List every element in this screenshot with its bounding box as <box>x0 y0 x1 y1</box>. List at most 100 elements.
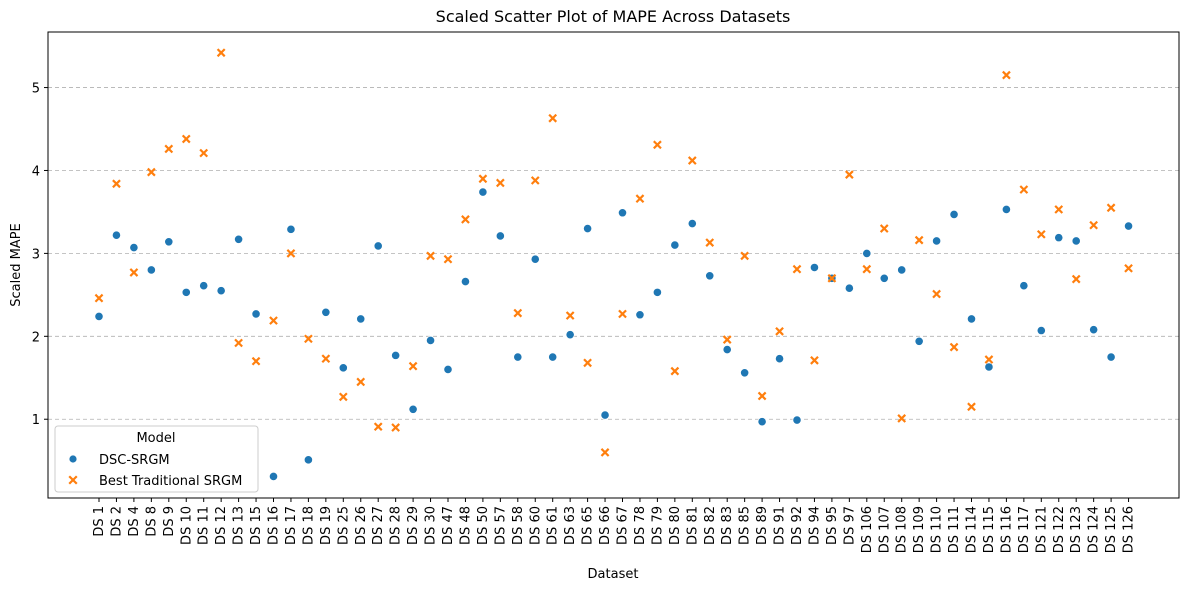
point-dsc-srgm <box>792 415 802 425</box>
point-best-traditional-srgm <box>1036 229 1046 239</box>
point-best-traditional-srgm <box>530 176 540 185</box>
point-dsc-srgm <box>251 309 261 319</box>
x-tick-label: DS 50 <box>476 506 491 545</box>
x-tick-label: DS 123 <box>1069 506 1084 553</box>
point-best-traditional-srgm <box>356 377 366 387</box>
point-dsc-srgm <box>652 287 663 297</box>
x-tick-label: DS 10 <box>179 506 194 545</box>
legend-title: Model <box>136 431 175 446</box>
point-dsc-srgm <box>286 224 296 234</box>
point-best-traditional-srgm <box>461 215 470 224</box>
point-best-traditional-srgm <box>321 354 331 364</box>
point-dsc-srgm <box>216 286 226 296</box>
point-dsc-srgm <box>582 223 593 234</box>
x-tick-label: DS 25 <box>336 506 351 545</box>
point-best-traditional-srgm <box>181 134 191 144</box>
point-best-traditional-srgm <box>722 335 732 344</box>
point-best-traditional-srgm <box>112 179 121 189</box>
point-best-traditional-srgm <box>391 423 401 432</box>
x-tick-label: DS 66 <box>598 506 613 545</box>
x-tick-label: DS 122 <box>1052 506 1067 553</box>
point-best-traditional-srgm <box>862 264 872 274</box>
y-tick-label: 3 <box>32 247 40 262</box>
point-dsc-srgm <box>809 262 820 273</box>
point-dsc-srgm <box>94 311 104 322</box>
point-dsc-srgm <box>914 336 924 346</box>
x-tick-label: DS 89 <box>755 506 770 545</box>
x-tick-label: DS 109 <box>912 506 927 553</box>
point-best-traditional-srgm <box>565 311 575 320</box>
x-tick-label: DS 8 <box>144 506 159 537</box>
x-tick-label: DS 4 <box>127 506 142 537</box>
point-best-traditional-srgm <box>792 264 802 274</box>
point-best-traditional-srgm <box>844 170 854 179</box>
y-tick-label: 2 <box>32 330 40 345</box>
legend-marker-best-traditional-srgm <box>68 475 78 485</box>
x-tick-label: DS 79 <box>650 506 665 545</box>
legend: Model DSC-SRGM Best Traditional SRGM <box>54 425 259 493</box>
point-best-traditional-srgm <box>269 316 278 325</box>
point-dsc-srgm <box>844 283 854 293</box>
point-best-traditional-srgm <box>1002 70 1011 80</box>
point-best-traditional-srgm <box>757 391 767 401</box>
x-tick-label: DS 126 <box>1122 506 1137 553</box>
x-tick-label: DS 83 <box>720 506 735 545</box>
point-dsc-srgm <box>129 242 139 253</box>
point-dsc-srgm <box>879 273 889 283</box>
x-tick-label: DS 80 <box>668 506 683 545</box>
x-tick-label: DS 29 <box>406 506 421 545</box>
y-tick-label: 4 <box>32 164 40 179</box>
point-dsc-srgm <box>1089 325 1099 335</box>
point-dsc-srgm <box>931 236 942 246</box>
point-best-traditional-srgm <box>949 342 959 352</box>
point-best-traditional-srgm <box>199 148 209 158</box>
point-dsc-srgm <box>338 363 348 373</box>
x-tick-label: DS 114 <box>965 506 980 553</box>
x-tick-label: DS 97 <box>842 506 857 545</box>
point-best-traditional-srgm <box>984 355 994 364</box>
point-best-traditional-srgm <box>94 293 104 303</box>
point-best-traditional-srgm <box>1019 185 1029 194</box>
x-tick-label: DS 92 <box>790 506 805 545</box>
point-dsc-srgm <box>635 310 645 320</box>
point-dsc-srgm <box>268 471 279 482</box>
point-dsc-srgm <box>984 362 994 372</box>
point-dsc-srgm <box>146 265 156 275</box>
point-best-traditional-srgm <box>304 334 313 344</box>
y-tick-label: 1 <box>32 413 40 428</box>
x-tick-label: DS 94 <box>807 506 822 545</box>
point-dsc-srgm <box>321 307 331 317</box>
x-tick-label: DS 124 <box>1087 506 1102 553</box>
point-best-traditional-srgm <box>705 238 715 247</box>
x-tick-label: DS 19 <box>319 506 334 545</box>
point-dsc-srgm <box>1001 204 1012 215</box>
x-tick-label: DS 115 <box>982 506 997 553</box>
point-dsc-srgm <box>391 350 401 360</box>
point-best-traditional-srgm <box>687 156 697 165</box>
point-dsc-srgm <box>600 410 610 420</box>
point-dsc-srgm <box>425 335 436 346</box>
point-best-traditional-srgm <box>670 366 680 376</box>
point-best-traditional-srgm <box>600 448 610 457</box>
point-dsc-srgm <box>1071 236 1081 246</box>
point-best-traditional-srgm <box>216 48 226 58</box>
x-tick-label: DS 13 <box>232 506 247 545</box>
x-tick-label: DS 61 <box>546 506 561 545</box>
legend-marker-dsc-srgm <box>68 454 78 464</box>
point-best-traditional-srgm <box>1071 274 1081 284</box>
x-tick-label: DS 1 <box>92 506 107 537</box>
x-tick-label: DS 91 <box>773 506 788 545</box>
point-best-traditional-srgm <box>251 356 261 366</box>
point-best-traditional-srgm <box>740 251 750 261</box>
x-axis-label: Dataset <box>588 567 639 582</box>
x-tick-label: DS 117 <box>1017 506 1032 553</box>
x-tick-label: DS 11 <box>197 506 212 545</box>
point-best-traditional-srgm <box>443 254 453 264</box>
x-tick-label: DS 18 <box>301 506 316 545</box>
x-tick-label: DS 60 <box>528 506 543 545</box>
point-dsc-srgm <box>303 455 313 465</box>
x-tick-label: DS 2 <box>109 506 124 537</box>
point-dsc-srgm <box>897 265 907 275</box>
x-tick-label: DS 12 <box>214 506 229 545</box>
